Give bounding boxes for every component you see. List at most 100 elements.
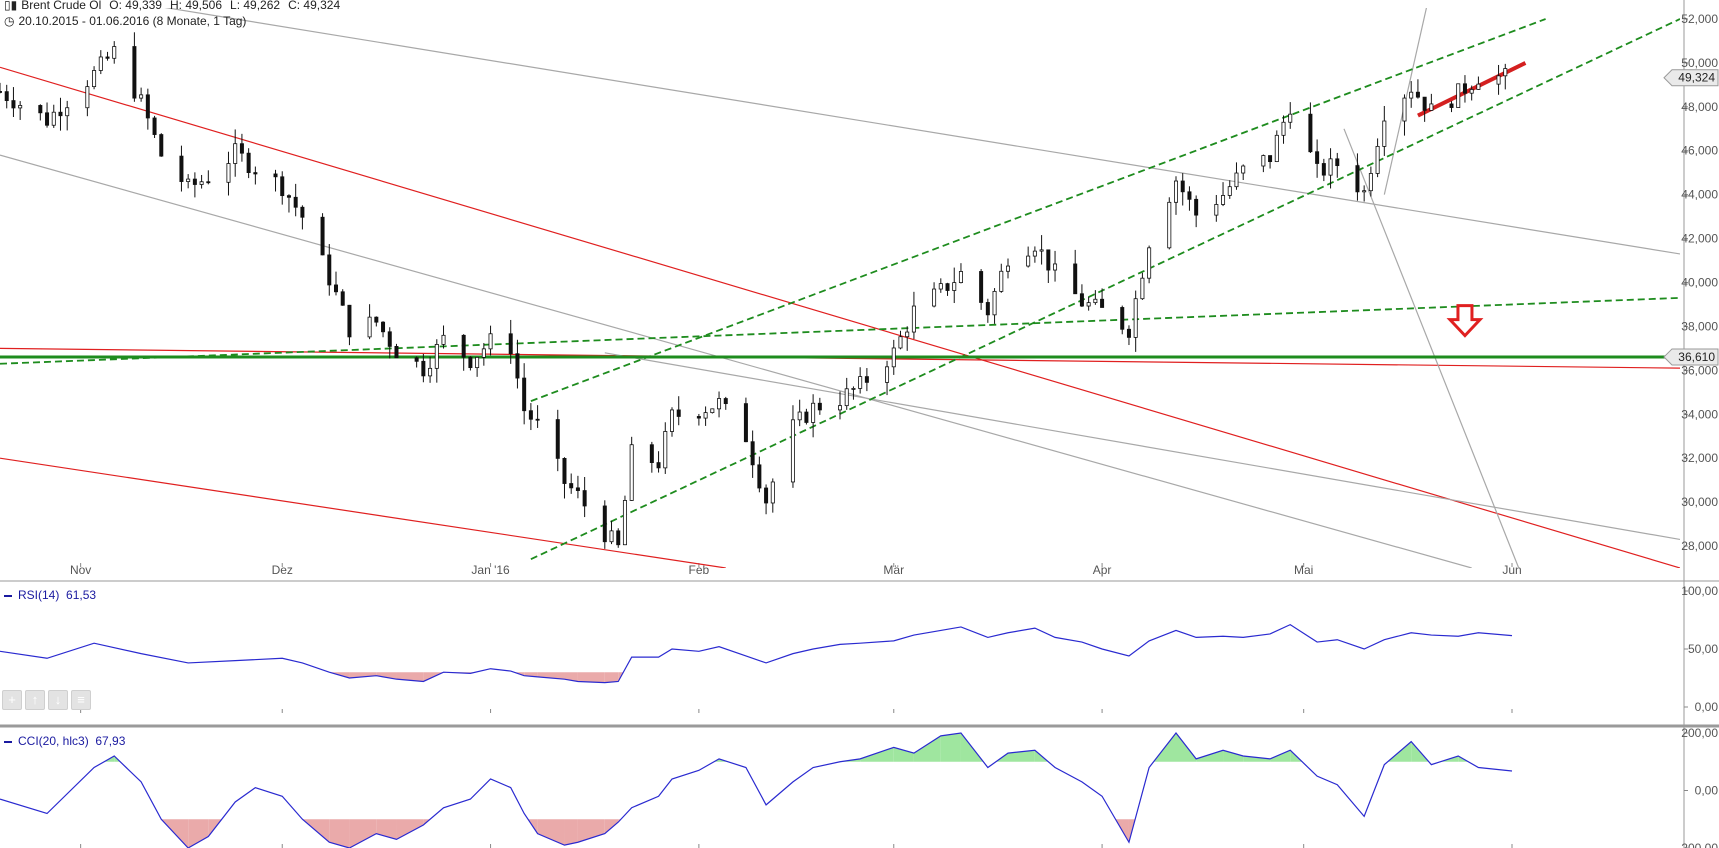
candle: [979, 271, 984, 303]
rsi-zone-fill: [376, 672, 397, 680]
candle: [421, 360, 426, 377]
cci-zone-fill: [940, 733, 961, 762]
level-label-box: [1663, 348, 1719, 366]
candle: [790, 419, 795, 483]
candle: [670, 409, 675, 432]
candle: [374, 316, 379, 323]
candle: [696, 416, 701, 419]
candle: [1073, 263, 1078, 295]
rsi-line: [0, 623, 1513, 684]
candle: [1126, 328, 1131, 338]
cci-y-tick-label: 200,00: [1681, 726, 1718, 740]
candle: [428, 367, 433, 377]
cci-legend-swatch: [4, 740, 12, 743]
candle: [434, 344, 439, 369]
candle: [239, 143, 244, 154]
candle: [992, 290, 997, 316]
cci-title: CCI(20, hlc3): [18, 734, 89, 748]
cci-y-tick-label: 0,00: [1695, 784, 1719, 798]
candle: [770, 481, 775, 504]
candle: [340, 291, 345, 306]
candle: [838, 405, 843, 411]
candle: [1328, 158, 1333, 176]
candle: [461, 334, 466, 358]
cci-zone-fill: [1008, 750, 1035, 762]
cci-value: 67,93: [95, 734, 126, 748]
candle: [858, 376, 863, 389]
last-price-label: 49,324: [1678, 71, 1715, 85]
candle: [347, 304, 352, 338]
candle: [508, 333, 513, 355]
price-pane: [0, 8, 1680, 568]
down-arrow-annotation: [1446, 304, 1484, 338]
candle: [582, 490, 587, 507]
cci-zone-fill: [893, 747, 914, 762]
x-tick-label: Mai: [1294, 563, 1313, 577]
candle: [1133, 298, 1138, 338]
low-value: L: 49,262: [230, 0, 281, 12]
candle: [280, 176, 285, 197]
candle: [38, 105, 43, 114]
pane-controls: + ↑ ↓ ≡: [2, 690, 91, 710]
candle: [58, 111, 63, 117]
open-value: O: 49,339: [109, 0, 162, 12]
candle: [911, 305, 916, 333]
candle: [656, 462, 661, 469]
candle: [663, 431, 668, 469]
cci-zone-fill: [860, 747, 894, 762]
candle: [51, 111, 56, 126]
candle: [381, 321, 386, 333]
candle: [1402, 97, 1407, 122]
candle: [1039, 249, 1044, 252]
candle: [743, 403, 748, 443]
trendline: [1343, 128, 1520, 568]
x-tick-label: Mär: [883, 563, 904, 577]
candle: [1415, 91, 1420, 98]
candle: [522, 377, 527, 412]
move-up-button[interactable]: ↑: [25, 690, 45, 710]
candle: [1120, 307, 1125, 330]
candle: [1180, 180, 1185, 193]
cci-line: [0, 732, 1513, 848]
trendline: [530, 18, 1546, 402]
cci-zone-fill: [349, 819, 377, 848]
candle: [945, 283, 950, 291]
trendline: [164, 8, 1680, 255]
candle: [1368, 173, 1373, 192]
rsi-zone-fill: [577, 672, 605, 683]
candle: [622, 500, 627, 546]
candle: [1006, 265, 1011, 272]
candle: [4, 91, 9, 101]
candle: [367, 316, 372, 338]
candle: [1194, 198, 1199, 216]
x-tick-label: Jun: [1502, 563, 1521, 577]
candle: [710, 408, 715, 414]
add-pane-button[interactable]: +: [2, 690, 22, 710]
cci-zone-fill: [537, 819, 565, 846]
cci-zone-fill: [1243, 756, 1271, 762]
candle: [616, 530, 621, 546]
candle: [1281, 121, 1286, 136]
candle: [246, 152, 251, 173]
candle: [703, 412, 708, 419]
candle: [333, 284, 338, 293]
y-tick-label: 44,000: [1681, 188, 1718, 202]
candle: [804, 411, 809, 423]
candle: [676, 409, 681, 417]
candle: [112, 46, 117, 59]
cci-zone-fill: [188, 819, 209, 848]
move-down-button[interactable]: ↓: [48, 690, 68, 710]
candle: [1462, 83, 1467, 94]
x-tick-label: Feb: [689, 563, 710, 577]
maximize-pane-button[interactable]: ≡: [71, 690, 91, 710]
candle: [253, 172, 258, 175]
candle: [1274, 134, 1279, 163]
candle: [1261, 155, 1266, 167]
candle: [1268, 155, 1273, 163]
candle: [891, 347, 896, 368]
candle: [1234, 172, 1239, 188]
trendline: [0, 296, 1680, 365]
cci-zone-fill: [396, 819, 424, 840]
candle: [1362, 190, 1367, 193]
candle: [1456, 83, 1461, 108]
